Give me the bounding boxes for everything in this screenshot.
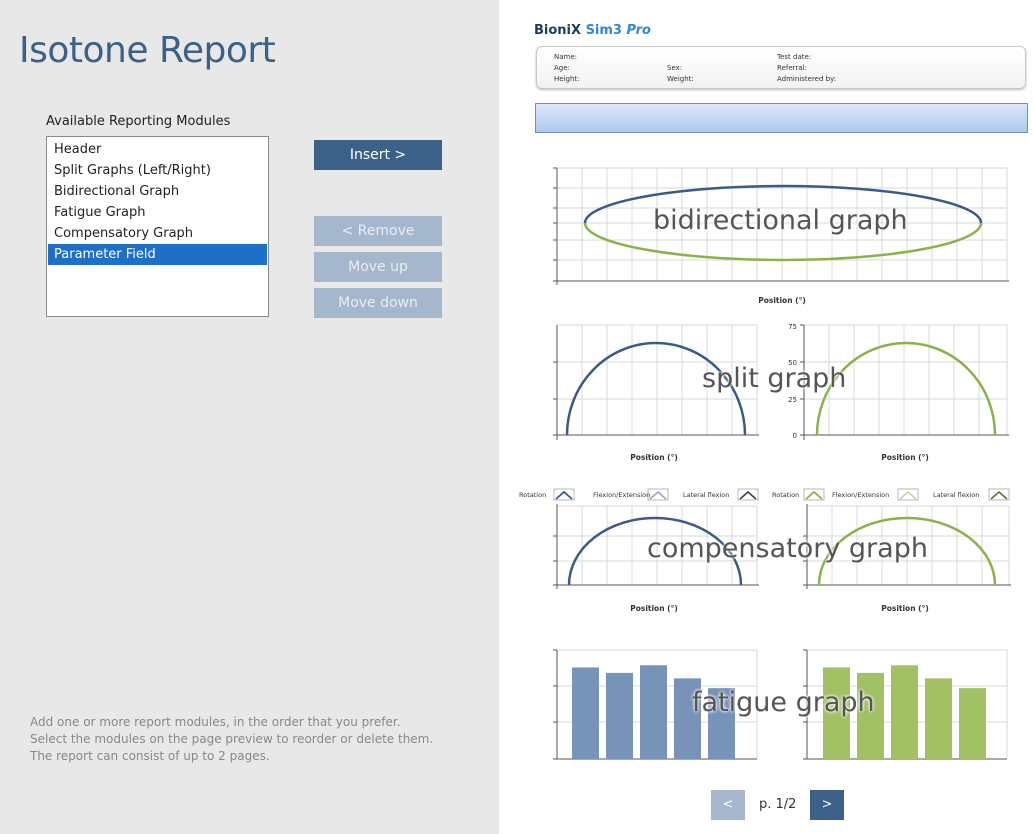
- field-weight: Weight:: [667, 75, 694, 83]
- field-height: Height:: [554, 75, 580, 83]
- modules-list[interactable]: Header Split Graphs (Left/Right) Bidirec…: [46, 136, 269, 317]
- fatigue-bar: [606, 672, 633, 759]
- modules-list-label: Available Reporting Modules: [46, 114, 231, 129]
- legend-lateral-green-icon: [990, 491, 1008, 500]
- field-test-date: Test date:: [777, 53, 812, 61]
- ytick: 0: [793, 432, 797, 440]
- legend-flexion-green-icon: [899, 491, 917, 500]
- overlay-bidirectional: bidirectional graph: [653, 205, 908, 236]
- module-item-compensatory-graph[interactable]: Compensatory Graph: [54, 226, 194, 241]
- legend-rotation: Rotation: [772, 491, 799, 499]
- field-age: Age:: [554, 64, 570, 72]
- split-right-grid: [804, 324, 1008, 436]
- split-right-curve: [815, 341, 997, 436]
- page-indicator: p. 1/2: [759, 797, 797, 812]
- fatigue-bar: [925, 678, 952, 759]
- fatigue-bar: [708, 688, 735, 759]
- page-title: Isotone Report: [19, 30, 276, 71]
- help-line: Select the modules on the page preview t…: [30, 732, 434, 746]
- axis-label: Position (°): [881, 453, 929, 462]
- fatigue-graph-module[interactable]: [547, 645, 1017, 765]
- axis-label: Position (°): [630, 453, 678, 462]
- brand-sim: Sim3: [585, 23, 622, 38]
- fatigue-bar: [857, 672, 884, 759]
- split-left-grid: [557, 324, 758, 436]
- fatigue-bar: [891, 665, 918, 759]
- legend-lateral: Lateral flexion: [683, 491, 729, 499]
- brand-logo: BioniX Sim3 Pro: [534, 23, 651, 38]
- legend-lateral-icon: [739, 491, 757, 500]
- fatigue-bar: [823, 667, 850, 759]
- overlay-split: split graph: [702, 363, 847, 394]
- compensatory-left-curve: [567, 516, 743, 586]
- bidirectional-graph-module[interactable]: Position (°): [547, 163, 1017, 313]
- compensatory-graph-module[interactable]: Rotation Flexion/Extension Lateral flexi…: [519, 486, 1019, 621]
- ytick: 50: [788, 359, 797, 367]
- left-panel: Isotone Report Available Reporting Modul…: [0, 0, 499, 834]
- fatigue-bar: [640, 665, 667, 759]
- fatigue-bar: [959, 688, 986, 759]
- compensatory-right-curve: [817, 516, 997, 586]
- module-item-bidirectional-graph[interactable]: Bidirectional Graph: [54, 184, 180, 199]
- parameter-field-module[interactable]: [535, 103, 1028, 133]
- help-text: Add one or more report modules, in the o…: [30, 714, 433, 765]
- move-up-button[interactable]: Move up: [314, 252, 442, 282]
- module-item-fatigue-graph[interactable]: Fatigue Graph: [54, 205, 146, 220]
- next-page-button[interactable]: >: [810, 790, 844, 820]
- field-sex: Sex:: [667, 64, 683, 72]
- legend-flexion: Flexion/Extension: [593, 491, 650, 499]
- field-referral: Referral:: [777, 64, 807, 72]
- module-item-header[interactable]: Header: [54, 142, 102, 157]
- ytick: 75: [788, 323, 797, 331]
- legend-rotation-icon: [555, 490, 573, 500]
- module-item-split-graphs[interactable]: Split Graphs (Left/Right): [54, 163, 211, 178]
- axis-label: Position (°): [881, 604, 929, 613]
- move-down-button[interactable]: Move down: [314, 288, 442, 318]
- bidirectional-green-curve: [583, 222, 983, 262]
- split-graph-module[interactable]: 75 50 25 0 Position (°) Position (°): [547, 320, 1017, 470]
- module-item-parameter-field[interactable]: Parameter Field: [48, 244, 267, 265]
- legend-rotation: Rotation: [519, 491, 546, 499]
- brand-pro: Pro: [626, 23, 651, 38]
- legend-flexion: Flexion/Extension: [832, 491, 889, 499]
- fatigue-bar: [572, 667, 599, 759]
- legend-rotation-green-icon: [805, 490, 823, 500]
- overlay-fatigue: fatigue graph: [692, 687, 875, 718]
- fatigue-bar: [674, 678, 701, 759]
- overlay-compensatory: compensatory graph: [647, 533, 928, 564]
- insert-button[interactable]: Insert >: [314, 140, 442, 170]
- axis-label: Position (°): [630, 604, 678, 613]
- bidirectional-blue-curve: [583, 184, 983, 224]
- axis-label: Position (°): [758, 296, 806, 305]
- legend-flexion-icon: [649, 491, 667, 500]
- help-line: The report can consist of up to 2 pages.: [30, 749, 270, 763]
- remove-button[interactable]: < Remove: [314, 216, 442, 246]
- field-administered-by: Administered by:: [777, 75, 837, 83]
- ytick: 25: [788, 396, 797, 404]
- prev-page-button[interactable]: <: [711, 790, 745, 820]
- brand-name: BioniX: [534, 23, 582, 38]
- field-name: Name:: [554, 53, 578, 61]
- page-preview: BioniX Sim3 Pro Name: Age: Height: Sex: …: [499, 0, 1033, 834]
- help-line: Add one or more report modules, in the o…: [30, 715, 401, 729]
- header-module[interactable]: Name: Age: Height: Sex: Weight: Test dat…: [536, 46, 1026, 89]
- legend-lateral: Lateral flexion: [933, 491, 979, 499]
- split-left-curve: [565, 341, 747, 436]
